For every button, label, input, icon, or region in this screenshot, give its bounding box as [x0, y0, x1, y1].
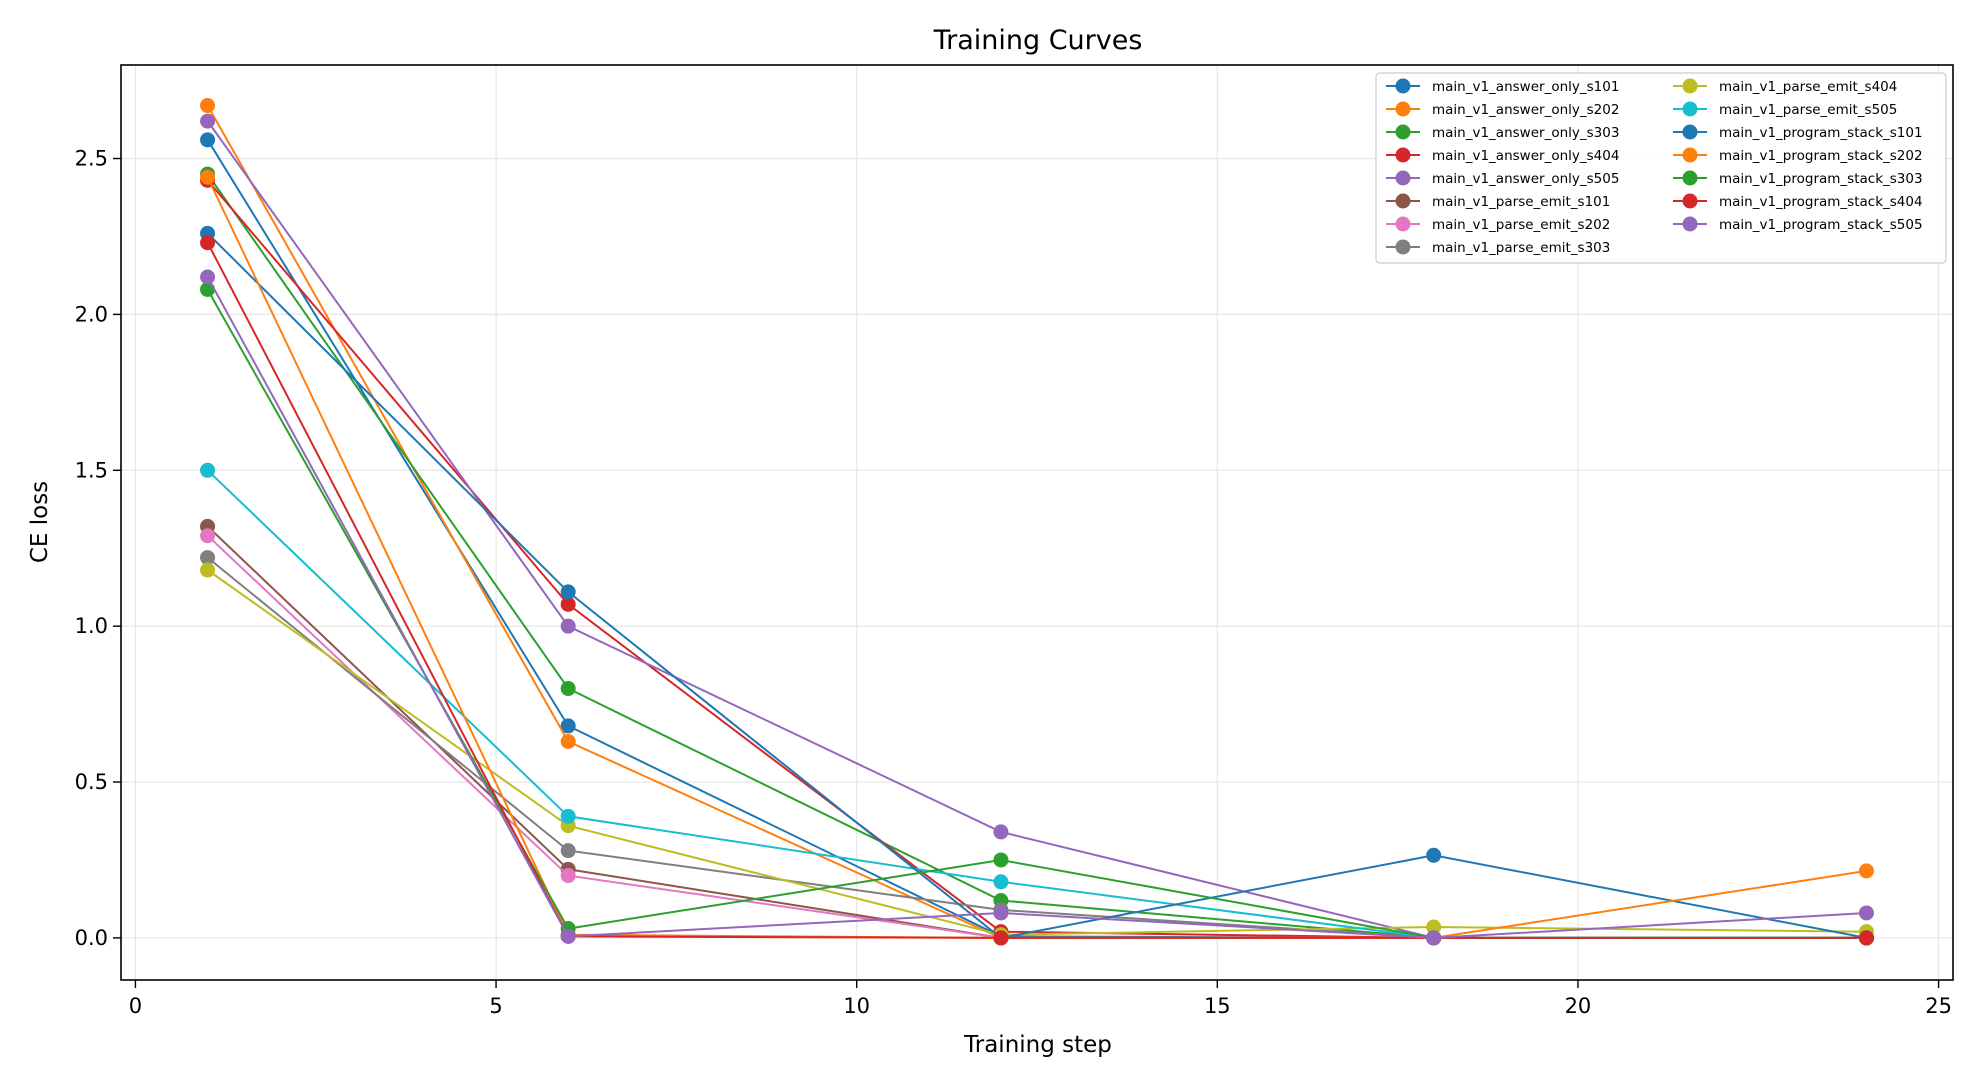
data-point: [560, 596, 576, 612]
data-point: [993, 852, 1009, 868]
data-point: [200, 132, 216, 148]
legend-marker: [1682, 147, 1698, 163]
data-point: [993, 824, 1009, 840]
series-main_v1_program_stack_s505: [200, 269, 1874, 946]
y-axis: 0.0 0.5 1.0 1.5 2.0 2.5: [75, 147, 121, 950]
y-tick-label: 0.5: [75, 770, 108, 794]
y-tick-label: 1.5: [75, 458, 108, 482]
legend-label: main_v1_answer_only_s303: [1432, 125, 1619, 141]
data-point: [200, 562, 216, 578]
data-point: [200, 550, 216, 566]
legend-marker: [1395, 193, 1411, 209]
x-axis-title: Training step: [963, 1032, 1112, 1058]
data-point: [200, 462, 216, 478]
y-axis-title: CE loss: [27, 481, 53, 563]
legend-item: main_v1_program_stack_s202: [1673, 147, 1923, 164]
legend-item: main_v1_program_stack_s303: [1673, 170, 1923, 187]
x-tick-label: 5: [489, 994, 502, 1018]
data-point: [560, 681, 576, 697]
data-point: [200, 169, 216, 185]
data-point: [993, 874, 1009, 890]
legend-label: main_v1_answer_only_s404: [1432, 148, 1619, 164]
legend-label: main_v1_parse_emit_s505: [1719, 102, 1897, 118]
data-point: [1858, 863, 1874, 879]
legend-marker: [1682, 170, 1698, 186]
x-tick-label: 15: [1204, 994, 1231, 1018]
series-group: [200, 98, 1874, 946]
data-point: [560, 843, 576, 859]
data-point: [1426, 930, 1442, 946]
data-point: [993, 905, 1009, 921]
legend-marker: [1395, 239, 1411, 255]
data-point: [1426, 919, 1442, 935]
legend-label: main_v1_answer_only_s505: [1432, 171, 1619, 187]
data-point: [200, 98, 216, 114]
legend-label: main_v1_program_stack_s404: [1719, 194, 1923, 210]
legend-item: main_v1_answer_only_s505: [1386, 170, 1619, 187]
legend-marker: [1682, 124, 1698, 140]
legend-item: main_v1_program_stack_s404: [1673, 193, 1923, 210]
legend-label: main_v1_parse_emit_s303: [1432, 240, 1610, 256]
y-tick-label: 0.0: [75, 926, 108, 950]
legend-item: main_v1_parse_emit_s404: [1673, 78, 1897, 95]
legend-item: main_v1_parse_emit_s505: [1673, 101, 1897, 118]
legend-marker: [1682, 78, 1698, 94]
x-tick-label: 20: [1565, 994, 1592, 1018]
data-point: [200, 235, 216, 251]
legend-item: main_v1_program_stack_s505: [1673, 216, 1923, 233]
plot-frame: [120, 64, 1954, 981]
legend-marker: [1395, 170, 1411, 186]
legend-item: main_v1_answer_only_s303: [1386, 124, 1619, 141]
legend-item: main_v1_answer_only_s101: [1386, 78, 1619, 95]
x-tick-label: 10: [843, 994, 870, 1018]
legend-item: main_v1_answer_only_s404: [1386, 147, 1619, 164]
y-tick-label: 2.5: [75, 147, 108, 171]
legend-item: main_v1_program_stack_s101: [1673, 124, 1923, 141]
legend-marker: [1395, 216, 1411, 232]
data-point: [200, 269, 216, 285]
data-point: [1426, 847, 1442, 863]
legend-label: main_v1_answer_only_s101: [1432, 79, 1619, 95]
data-point: [1858, 930, 1874, 946]
legend-label: main_v1_program_stack_s202: [1719, 148, 1923, 164]
legend-label: main_v1_program_stack_s505: [1719, 217, 1923, 233]
legend-label: main_v1_program_stack_s303: [1719, 171, 1923, 187]
legend-label: main_v1_answer_only_s202: [1432, 102, 1619, 118]
legend-marker: [1682, 216, 1698, 232]
y-tick-label: 1.0: [75, 614, 108, 638]
x-tick-label: 0: [129, 994, 142, 1018]
data-point: [560, 718, 576, 734]
chart-title: Training Curves: [933, 25, 1143, 56]
data-point: [200, 528, 216, 544]
data-point: [560, 584, 576, 600]
legend-label: main_v1_program_stack_s101: [1719, 125, 1923, 141]
legend-marker: [1395, 147, 1411, 163]
data-point: [993, 930, 1009, 946]
legend-label: main_v1_parse_emit_s404: [1719, 79, 1897, 95]
legend-marker: [1395, 78, 1411, 94]
legend-box: [1375, 72, 1947, 264]
legend-marker: [1682, 101, 1698, 117]
legend-item: main_v1_answer_only_s202: [1386, 101, 1619, 118]
y-tick-label: 2.0: [75, 302, 108, 326]
legend-marker: [1395, 101, 1411, 117]
legend-label: main_v1_parse_emit_s101: [1432, 194, 1610, 210]
legend-item: main_v1_parse_emit_s101: [1386, 193, 1610, 210]
legend-marker: [1395, 124, 1411, 140]
data-point: [560, 734, 576, 750]
data-point: [200, 113, 216, 129]
x-axis: 0 5 10 15 20 25: [129, 980, 1952, 1018]
data-point: [560, 928, 576, 944]
data-point: [560, 808, 576, 824]
legend: main_v1_answer_only_s101 main_v1_answer_o…: [1375, 72, 1947, 264]
legend-item: main_v1_parse_emit_s202: [1386, 216, 1610, 233]
legend-marker: [1682, 193, 1698, 209]
data-point: [560, 868, 576, 884]
x-tick-label: 25: [1925, 994, 1952, 1018]
legend-label: main_v1_parse_emit_s202: [1432, 217, 1610, 233]
data-point: [1858, 905, 1874, 921]
data-point: [560, 618, 576, 634]
legend-item: main_v1_parse_emit_s303: [1386, 239, 1610, 256]
